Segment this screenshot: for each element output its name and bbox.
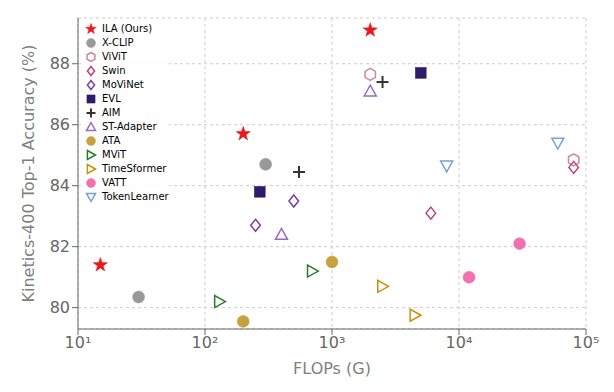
- svg-text:84: 84: [50, 176, 70, 195]
- svg-text:86: 86: [50, 115, 70, 134]
- svg-text:10¹: 10¹: [65, 333, 92, 352]
- svg-text:82: 82: [50, 237, 70, 256]
- svg-text:10⁴: 10⁴: [446, 333, 473, 352]
- html-text:MoViNet: MoViNet: [102, 79, 144, 90]
- html-text:AIM: AIM: [102, 107, 121, 118]
- svg-text:10³: 10³: [319, 333, 346, 352]
- html-text:ATA: ATA: [102, 135, 121, 146]
- svg-text:80: 80: [50, 298, 70, 317]
- svg-text:10²: 10²: [192, 333, 219, 352]
- html-text:VATT: VATT: [102, 177, 127, 188]
- html-text:EVL: EVL: [102, 93, 121, 104]
- html-text:ST-Adapter: ST-Adapter: [102, 121, 157, 132]
- svg-text:10⁵: 10⁵: [573, 333, 600, 352]
- html-text:X-CLIP: X-CLIP: [102, 37, 134, 48]
- svg-text:Kinetics-400 Top-1 Accuracy (%: Kinetics-400 Top-1 Accuracy (%): [19, 44, 38, 302]
- html-text:TimeSformer: TimeSformer: [102, 163, 167, 174]
- html-text:MViT: MViT: [102, 149, 127, 160]
- svg-text:FLOPs (G): FLOPs (G): [293, 359, 371, 378]
- html-text:ViViT: ViViT: [102, 51, 127, 62]
- html-text:ILA (Ours): ILA (Ours): [102, 23, 153, 34]
- html-text:TokenLearner: TokenLearner: [102, 191, 169, 202]
- svg-text:88: 88: [50, 54, 70, 73]
- html-text:Swin: Swin: [102, 65, 126, 76]
